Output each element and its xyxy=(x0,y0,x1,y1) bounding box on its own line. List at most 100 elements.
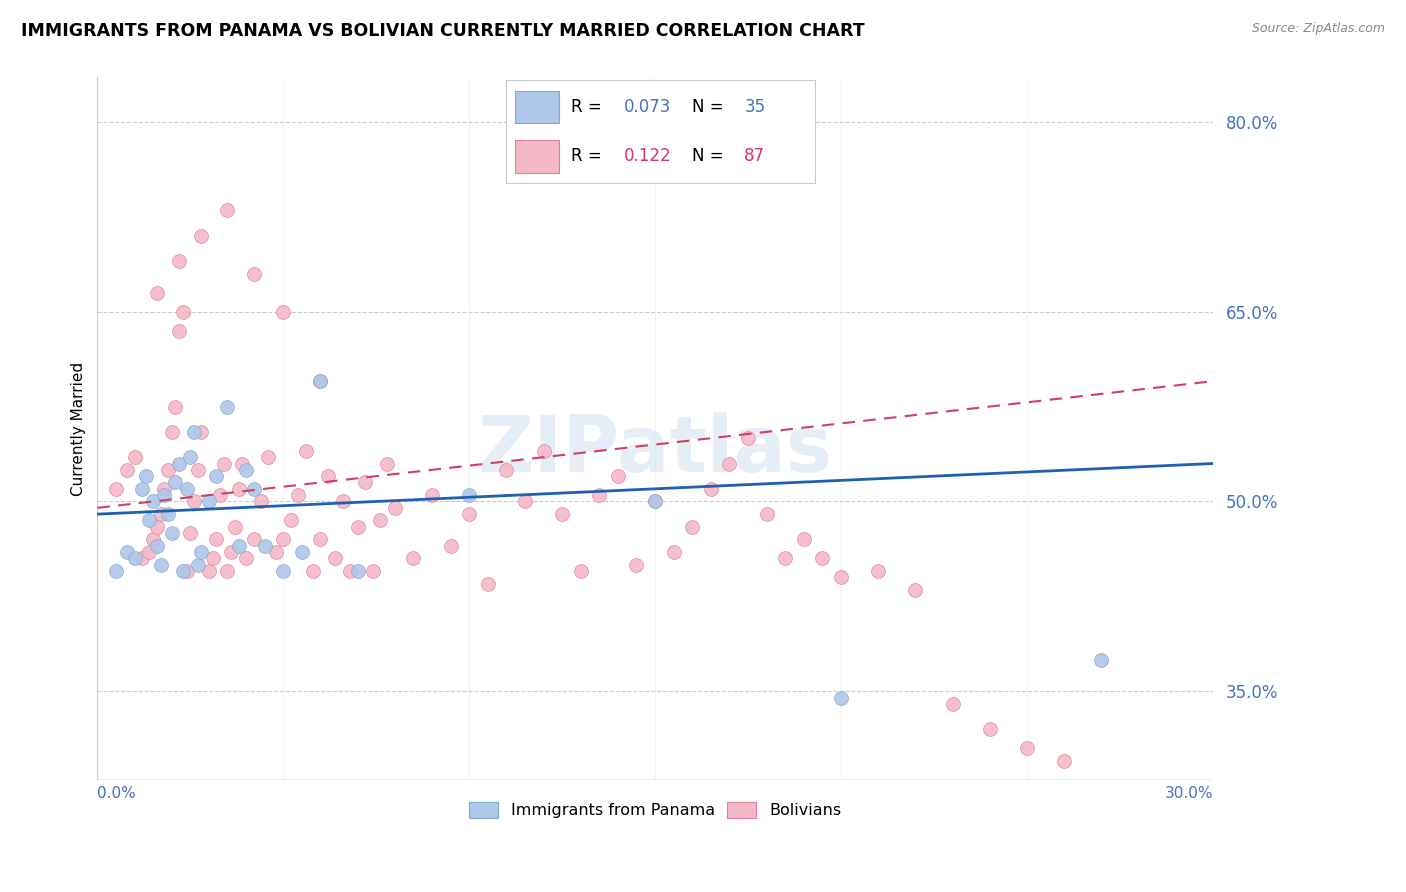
Point xyxy=(172,304,194,318)
Point xyxy=(217,400,239,414)
Point xyxy=(149,558,172,572)
Point xyxy=(271,533,294,547)
Point xyxy=(271,564,294,578)
Point xyxy=(198,494,221,508)
Point xyxy=(569,564,592,578)
Point xyxy=(146,285,169,300)
Point xyxy=(209,488,232,502)
Point xyxy=(439,539,461,553)
Point xyxy=(131,551,153,566)
Point xyxy=(219,545,242,559)
Text: 30.0%: 30.0% xyxy=(1164,786,1213,801)
Text: N =: N = xyxy=(692,98,728,116)
Point xyxy=(644,494,666,508)
Point xyxy=(201,551,224,566)
Point xyxy=(626,558,648,572)
Point xyxy=(231,457,253,471)
Legend: Immigrants from Panama, Bolivians: Immigrants from Panama, Bolivians xyxy=(463,796,848,825)
Text: ZIPatlas: ZIPatlas xyxy=(478,412,832,488)
Point xyxy=(190,425,212,439)
Point xyxy=(176,564,198,578)
Point xyxy=(773,551,796,566)
Point xyxy=(131,482,153,496)
FancyBboxPatch shape xyxy=(516,91,558,123)
Y-axis label: Currently Married: Currently Married xyxy=(72,361,86,496)
Point xyxy=(458,507,481,521)
Point xyxy=(332,494,354,508)
Point xyxy=(146,539,169,553)
Text: N =: N = xyxy=(692,147,728,165)
Point xyxy=(187,558,209,572)
Text: 0.0%: 0.0% xyxy=(97,786,136,801)
Point xyxy=(153,482,176,496)
Point xyxy=(495,463,517,477)
Point xyxy=(737,431,759,445)
Point xyxy=(167,457,190,471)
Point xyxy=(153,488,176,502)
Point xyxy=(228,539,250,553)
Point xyxy=(904,583,927,598)
Point xyxy=(135,469,157,483)
Point xyxy=(142,533,165,547)
Point xyxy=(830,690,852,705)
Point xyxy=(165,400,187,414)
Point xyxy=(205,533,228,547)
Point xyxy=(606,469,628,483)
Point xyxy=(681,520,703,534)
Point xyxy=(115,545,138,559)
Point xyxy=(346,564,368,578)
Point xyxy=(280,513,302,527)
Point xyxy=(346,520,368,534)
Point xyxy=(115,463,138,477)
Point xyxy=(142,494,165,508)
Point xyxy=(271,304,294,318)
Point xyxy=(941,697,963,711)
Point xyxy=(755,507,778,521)
Point xyxy=(323,551,346,566)
Point xyxy=(124,450,146,465)
Point xyxy=(124,551,146,566)
Point xyxy=(477,576,499,591)
Point xyxy=(138,513,160,527)
Text: 0.122: 0.122 xyxy=(624,147,671,165)
Point xyxy=(354,475,377,490)
Point xyxy=(384,500,406,515)
Point xyxy=(264,545,287,559)
Point xyxy=(165,475,187,490)
Point xyxy=(302,564,325,578)
Text: R =: R = xyxy=(571,147,607,165)
Point xyxy=(235,463,257,477)
Text: 0.073: 0.073 xyxy=(624,98,671,116)
Point xyxy=(287,488,309,502)
Point xyxy=(1015,741,1038,756)
Point xyxy=(187,463,209,477)
Point xyxy=(167,254,190,268)
Point xyxy=(718,457,741,471)
Point xyxy=(217,203,239,218)
Point xyxy=(368,513,391,527)
Point xyxy=(228,482,250,496)
Point xyxy=(190,545,212,559)
Point xyxy=(458,488,481,502)
Point xyxy=(1053,754,1076,768)
Point xyxy=(172,564,194,578)
Text: Source: ZipAtlas.com: Source: ZipAtlas.com xyxy=(1251,22,1385,36)
Point xyxy=(309,533,332,547)
Point xyxy=(309,374,332,388)
Point xyxy=(179,526,201,541)
Point xyxy=(242,482,264,496)
Point xyxy=(190,228,212,243)
Point xyxy=(198,564,221,578)
Point xyxy=(235,551,257,566)
Text: IMMIGRANTS FROM PANAMA VS BOLIVIAN CURRENTLY MARRIED CORRELATION CHART: IMMIGRANTS FROM PANAMA VS BOLIVIAN CURRE… xyxy=(21,22,865,40)
Point xyxy=(294,443,316,458)
Point xyxy=(160,425,183,439)
Point xyxy=(291,545,314,559)
Point xyxy=(662,545,685,559)
Point xyxy=(253,539,276,553)
Point xyxy=(242,267,264,281)
Point xyxy=(160,526,183,541)
Point xyxy=(644,494,666,508)
Point xyxy=(104,482,127,496)
Point xyxy=(167,324,190,338)
